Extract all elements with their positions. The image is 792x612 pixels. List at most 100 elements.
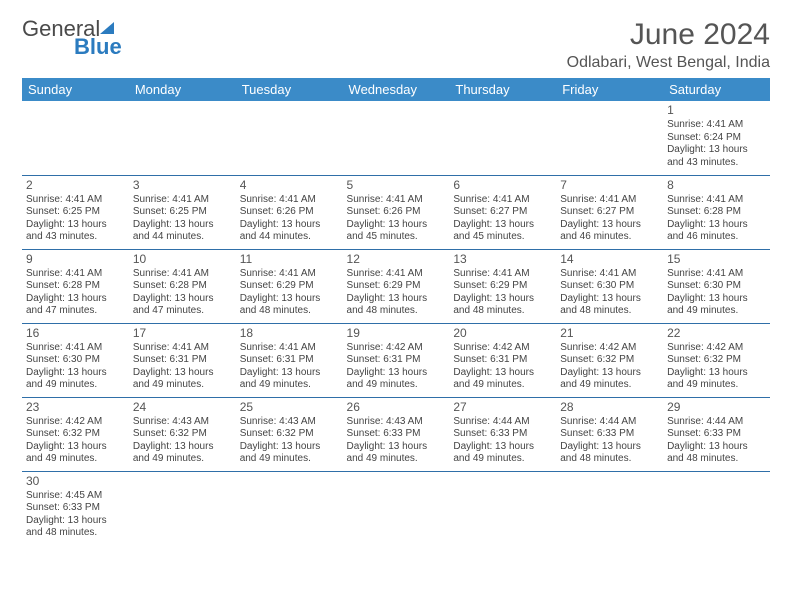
- sunset-text: Sunset: 6:28 PM: [26, 280, 125, 293]
- sunrise-text: Sunrise: 4:44 AM: [667, 416, 766, 429]
- calendar-day: 26Sunrise: 4:43 AMSunset: 6:33 PMDayligh…: [343, 397, 450, 471]
- brand-logo: GeneralBlue: [22, 18, 122, 58]
- day-number: 28: [560, 400, 659, 415]
- calendar-week: 9Sunrise: 4:41 AMSunset: 6:28 PMDaylight…: [22, 249, 770, 323]
- calendar-day: 13Sunrise: 4:41 AMSunset: 6:29 PMDayligh…: [449, 249, 556, 323]
- sunset-text: Sunset: 6:33 PM: [667, 428, 766, 441]
- sunset-text: Sunset: 6:25 PM: [26, 206, 125, 219]
- calendar-day: 17Sunrise: 4:41 AMSunset: 6:31 PMDayligh…: [129, 323, 236, 397]
- sunset-text: Sunset: 6:27 PM: [560, 206, 659, 219]
- sunset-text: Sunset: 6:24 PM: [667, 132, 766, 145]
- calendar-day-empty: [129, 101, 236, 175]
- calendar-week: 2Sunrise: 4:41 AMSunset: 6:25 PMDaylight…: [22, 175, 770, 249]
- daylight-text: Daylight: 13 hours and 49 minutes.: [240, 367, 339, 392]
- calendar-day-empty: [22, 101, 129, 175]
- day-number: 4: [240, 178, 339, 193]
- daylight-text: Daylight: 13 hours and 48 minutes.: [240, 293, 339, 318]
- calendar-day: 21Sunrise: 4:42 AMSunset: 6:32 PMDayligh…: [556, 323, 663, 397]
- daylight-text: Daylight: 13 hours and 48 minutes.: [667, 441, 766, 466]
- calendar-head: SundayMondayTuesdayWednesdayThursdayFrid…: [22, 78, 770, 101]
- calendar-day-empty: [449, 101, 556, 175]
- sunset-text: Sunset: 6:33 PM: [560, 428, 659, 441]
- day-number: 24: [133, 400, 232, 415]
- day-header: Thursday: [449, 78, 556, 101]
- daylight-text: Daylight: 13 hours and 49 minutes.: [240, 441, 339, 466]
- calendar-day: 5Sunrise: 4:41 AMSunset: 6:26 PMDaylight…: [343, 175, 450, 249]
- daylight-text: Daylight: 13 hours and 48 minutes.: [26, 515, 125, 540]
- calendar-day: 30Sunrise: 4:45 AMSunset: 6:33 PMDayligh…: [22, 471, 129, 545]
- calendar-day: 4Sunrise: 4:41 AMSunset: 6:26 PMDaylight…: [236, 175, 343, 249]
- sunrise-text: Sunrise: 4:45 AM: [26, 490, 125, 503]
- calendar-body: 1Sunrise: 4:41 AMSunset: 6:24 PMDaylight…: [22, 101, 770, 545]
- calendar-day: 29Sunrise: 4:44 AMSunset: 6:33 PMDayligh…: [663, 397, 770, 471]
- sunset-text: Sunset: 6:28 PM: [133, 280, 232, 293]
- calendar-day: 27Sunrise: 4:44 AMSunset: 6:33 PMDayligh…: [449, 397, 556, 471]
- day-header: Tuesday: [236, 78, 343, 101]
- sunset-text: Sunset: 6:32 PM: [560, 354, 659, 367]
- day-number: 29: [667, 400, 766, 415]
- calendar-day-empty: [343, 101, 450, 175]
- sunrise-text: Sunrise: 4:41 AM: [667, 194, 766, 207]
- sunset-text: Sunset: 6:32 PM: [667, 354, 766, 367]
- sunrise-text: Sunrise: 4:41 AM: [667, 119, 766, 132]
- calendar-day-empty: [236, 471, 343, 545]
- calendar-day: 20Sunrise: 4:42 AMSunset: 6:31 PMDayligh…: [449, 323, 556, 397]
- calendar-day: 9Sunrise: 4:41 AMSunset: 6:28 PMDaylight…: [22, 249, 129, 323]
- sunrise-text: Sunrise: 4:41 AM: [560, 194, 659, 207]
- daylight-text: Daylight: 13 hours and 43 minutes.: [26, 219, 125, 244]
- sunset-text: Sunset: 6:29 PM: [453, 280, 552, 293]
- sunrise-text: Sunrise: 4:41 AM: [667, 268, 766, 281]
- sunset-text: Sunset: 6:26 PM: [347, 206, 446, 219]
- day-number: 9: [26, 252, 125, 267]
- day-header: Saturday: [663, 78, 770, 101]
- sunset-text: Sunset: 6:33 PM: [26, 502, 125, 515]
- sunrise-text: Sunrise: 4:41 AM: [453, 268, 552, 281]
- sunset-text: Sunset: 6:28 PM: [667, 206, 766, 219]
- calendar-day-empty: [449, 471, 556, 545]
- header: GeneralBlue June 2024 Odlabari, West Ben…: [22, 18, 770, 72]
- daylight-text: Daylight: 13 hours and 47 minutes.: [133, 293, 232, 318]
- day-number: 1: [667, 103, 766, 118]
- day-header: Wednesday: [343, 78, 450, 101]
- daylight-text: Daylight: 13 hours and 49 minutes.: [560, 367, 659, 392]
- calendar-day: 11Sunrise: 4:41 AMSunset: 6:29 PMDayligh…: [236, 249, 343, 323]
- daylight-text: Daylight: 13 hours and 49 minutes.: [26, 367, 125, 392]
- day-number: 6: [453, 178, 552, 193]
- day-number: 30: [26, 474, 125, 489]
- calendar-day: 3Sunrise: 4:41 AMSunset: 6:25 PMDaylight…: [129, 175, 236, 249]
- daylight-text: Daylight: 13 hours and 49 minutes.: [347, 367, 446, 392]
- sunrise-text: Sunrise: 4:41 AM: [347, 194, 446, 207]
- sunrise-text: Sunrise: 4:41 AM: [26, 342, 125, 355]
- sunrise-text: Sunrise: 4:41 AM: [26, 268, 125, 281]
- calendar-day: 23Sunrise: 4:42 AMSunset: 6:32 PMDayligh…: [22, 397, 129, 471]
- daylight-text: Daylight: 13 hours and 48 minutes.: [560, 441, 659, 466]
- daylight-text: Daylight: 13 hours and 49 minutes.: [347, 441, 446, 466]
- calendar-day: 8Sunrise: 4:41 AMSunset: 6:28 PMDaylight…: [663, 175, 770, 249]
- sunrise-text: Sunrise: 4:43 AM: [347, 416, 446, 429]
- day-number: 5: [347, 178, 446, 193]
- sunset-text: Sunset: 6:26 PM: [240, 206, 339, 219]
- day-header: Friday: [556, 78, 663, 101]
- sunrise-text: Sunrise: 4:42 AM: [453, 342, 552, 355]
- day-number: 18: [240, 326, 339, 341]
- calendar-day: 14Sunrise: 4:41 AMSunset: 6:30 PMDayligh…: [556, 249, 663, 323]
- day-number: 17: [133, 326, 232, 341]
- sunrise-text: Sunrise: 4:41 AM: [240, 194, 339, 207]
- sunrise-text: Sunrise: 4:42 AM: [347, 342, 446, 355]
- day-number: 14: [560, 252, 659, 267]
- day-number: 21: [560, 326, 659, 341]
- calendar-day: 10Sunrise: 4:41 AMSunset: 6:28 PMDayligh…: [129, 249, 236, 323]
- calendar-day-empty: [556, 101, 663, 175]
- daylight-text: Daylight: 13 hours and 49 minutes.: [667, 367, 766, 392]
- month-title: June 2024: [567, 18, 770, 52]
- daylight-text: Daylight: 13 hours and 48 minutes.: [453, 293, 552, 318]
- calendar-week: 30Sunrise: 4:45 AMSunset: 6:33 PMDayligh…: [22, 471, 770, 545]
- calendar-day: 18Sunrise: 4:41 AMSunset: 6:31 PMDayligh…: [236, 323, 343, 397]
- day-number: 13: [453, 252, 552, 267]
- calendar-day-empty: [236, 101, 343, 175]
- calendar-day: 22Sunrise: 4:42 AMSunset: 6:32 PMDayligh…: [663, 323, 770, 397]
- sunset-text: Sunset: 6:30 PM: [667, 280, 766, 293]
- sunrise-text: Sunrise: 4:44 AM: [453, 416, 552, 429]
- sunrise-text: Sunrise: 4:44 AM: [560, 416, 659, 429]
- day-header-row: SundayMondayTuesdayWednesdayThursdayFrid…: [22, 78, 770, 101]
